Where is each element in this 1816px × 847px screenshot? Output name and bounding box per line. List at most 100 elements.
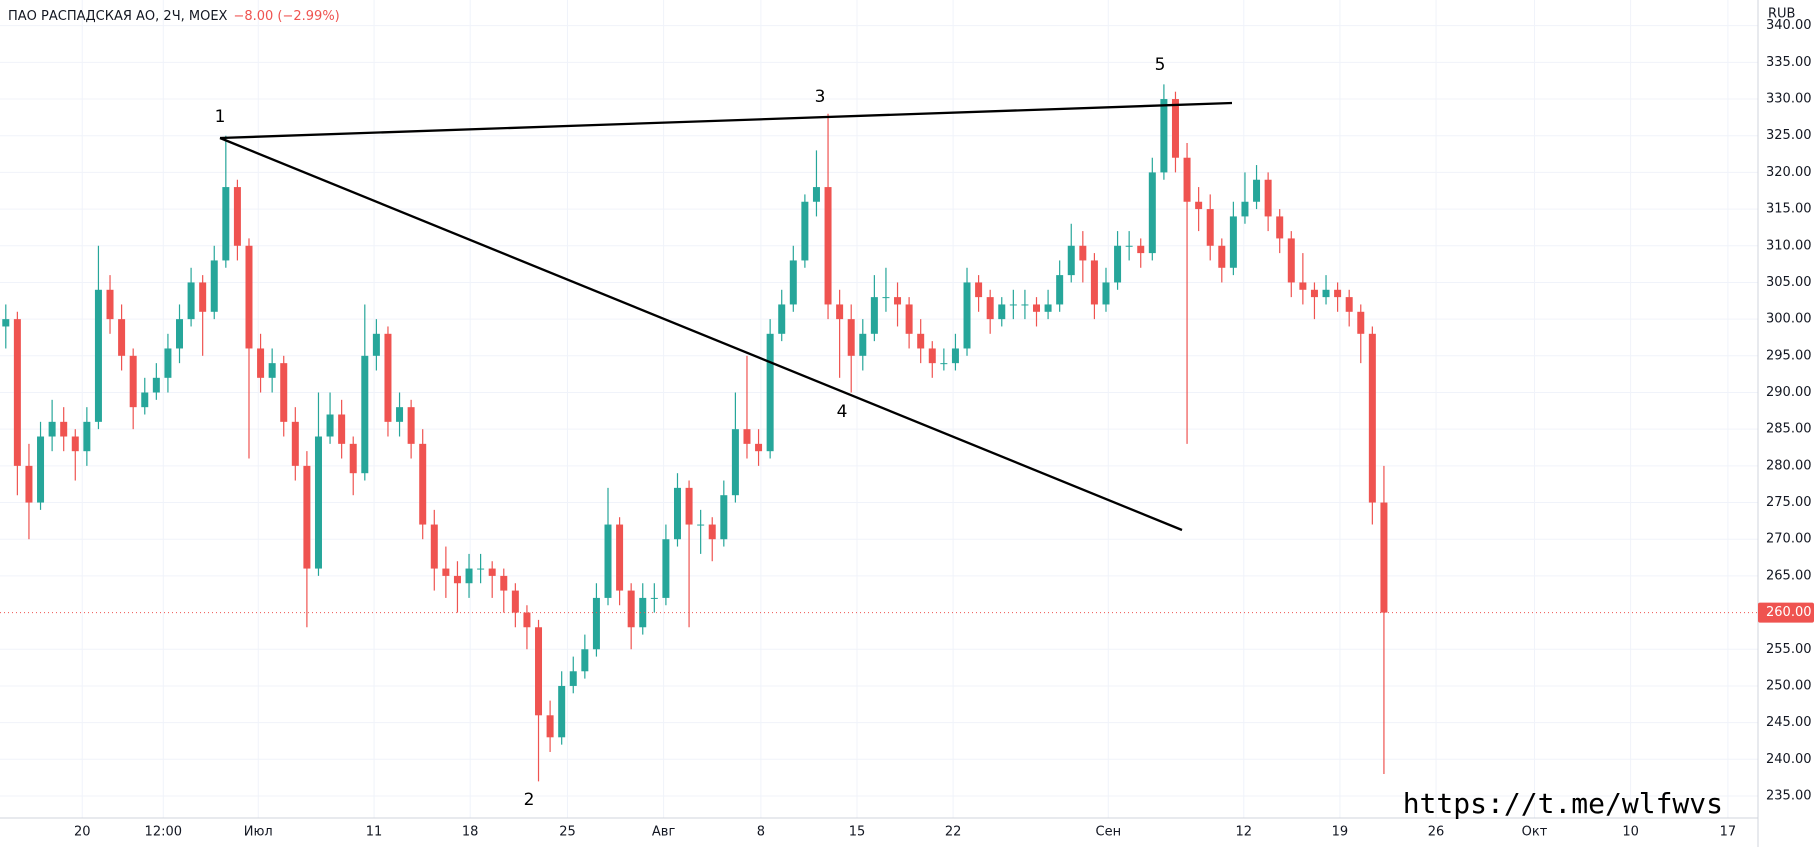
candle-body: [477, 568, 485, 570]
candle-body: [2, 319, 10, 327]
x-tick-label: Авг: [652, 825, 676, 840]
candle-body: [905, 304, 913, 334]
last-price-label: 260.00: [1766, 605, 1812, 620]
candle-body: [917, 333, 925, 349]
y-tick-label: 250.00: [1766, 678, 1812, 693]
watermark: https://t.me/wlfwvs: [1403, 787, 1723, 820]
candle-body: [616, 524, 624, 591]
wave-label: 1: [215, 107, 226, 127]
candle-body: [430, 524, 438, 569]
candle-body: [812, 187, 820, 202]
x-tick-label: 20: [74, 825, 91, 840]
y-tick-label: 265.00: [1766, 568, 1812, 583]
x-tick-label: 19: [1332, 825, 1349, 840]
candle-body: [1079, 245, 1087, 261]
candle-body: [338, 414, 346, 444]
candle-body: [1206, 209, 1214, 246]
y-tick-label: 335.00: [1766, 55, 1812, 70]
candle-body: [303, 465, 311, 569]
candle-body: [894, 297, 902, 305]
y-tick-label: 275.00: [1766, 495, 1812, 510]
candle-body: [604, 524, 612, 598]
candle-body: [639, 597, 647, 628]
candle-body: [245, 245, 253, 349]
wave-label: 5: [1155, 55, 1166, 75]
candle-body: [407, 407, 415, 444]
candle-body: [1137, 245, 1145, 254]
candle-body: [118, 319, 126, 356]
x-tick-label: 12:00: [145, 825, 182, 840]
candle-body: [442, 568, 450, 576]
candle-body: [152, 377, 160, 393]
candle-body: [465, 568, 473, 584]
x-tick-label: Сен: [1096, 825, 1122, 840]
candle-body: [928, 348, 936, 364]
candle-body: [1241, 201, 1249, 217]
candle-body: [870, 297, 878, 334]
candle-body: [257, 348, 265, 378]
candle-body: [708, 524, 716, 540]
candle-body: [720, 495, 728, 540]
currency: RUB: [1768, 7, 1795, 22]
x-tick-label: 8: [757, 825, 765, 840]
candle-body: [291, 421, 299, 466]
candle-body: [372, 333, 380, 356]
candle-body: [1264, 179, 1272, 217]
candle-body: [37, 436, 45, 503]
chart-title: ПАО РАСПАДСКАЯ АО, 2Ч, MOEX: [8, 9, 228, 24]
candle-body: [1102, 282, 1110, 305]
wave-label: 3: [815, 87, 826, 107]
candles: [2, 84, 1388, 782]
x-tick-label: 17: [1720, 825, 1737, 840]
candle-body: [1368, 333, 1376, 503]
candle-body: [986, 297, 994, 320]
candle-body: [71, 436, 79, 452]
candle-body: [1114, 245, 1122, 283]
y-tick-label: 285.00: [1766, 422, 1812, 437]
candle-body: [1090, 260, 1098, 305]
y-tick-label: 315.00: [1766, 202, 1812, 217]
candle-body: [1287, 238, 1295, 283]
candle-body: [569, 671, 577, 686]
y-tick-label: 340.00: [1766, 18, 1812, 33]
candle-body: [1033, 304, 1041, 312]
candle-body: [1067, 245, 1075, 276]
candle-body: [1229, 216, 1237, 268]
candle-body: [697, 524, 705, 526]
candle-body: [1044, 304, 1052, 312]
last-price-box: [1758, 602, 1814, 623]
candle-body: [975, 282, 983, 298]
candle-body: [1218, 245, 1226, 268]
candle-body: [164, 348, 172, 378]
candle-body: [25, 465, 33, 503]
wave-label: 4: [837, 402, 848, 422]
y-tick-label: 280.00: [1766, 458, 1812, 473]
y-tick-label: 305.00: [1766, 275, 1812, 290]
x-tick-label: 10: [1622, 825, 1639, 840]
candle-body: [233, 187, 241, 246]
candle-body: [743, 429, 751, 444]
candle-body: [836, 304, 844, 320]
x-tick-label: 15: [849, 825, 866, 840]
candle-body: [1183, 157, 1191, 202]
trend-line: [219, 136, 1183, 532]
candle-body: [488, 568, 496, 576]
candle-body: [48, 421, 56, 437]
candle-body: [13, 319, 21, 466]
candle-body: [650, 597, 658, 599]
x-tick-label: 12: [1236, 825, 1253, 840]
y-tick-label: 325.00: [1766, 128, 1812, 143]
candle-body: [859, 333, 867, 356]
y-tick-label: 270.00: [1766, 532, 1812, 547]
candle-body: [141, 392, 149, 408]
candle-body: [94, 289, 102, 422]
candle-body: [1195, 201, 1203, 210]
x-tick-label: 18: [462, 825, 479, 840]
candle-body: [801, 201, 809, 261]
candle-body: [396, 407, 404, 422]
x-tick-label: 25: [559, 825, 576, 840]
candle-body: [60, 421, 68, 437]
candle-body: [558, 685, 566, 738]
candle-body: [1253, 179, 1261, 202]
candle-body: [1056, 275, 1064, 305]
